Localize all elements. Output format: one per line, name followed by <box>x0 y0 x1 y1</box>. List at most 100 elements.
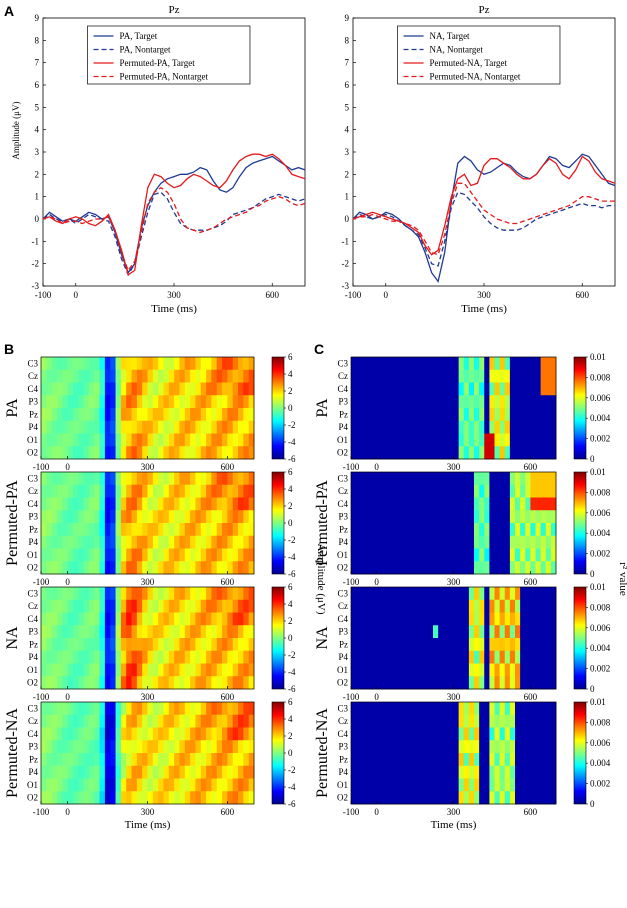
heatmap-cell <box>174 650 180 664</box>
heatmap-cell <box>126 599 132 613</box>
heatmap-cell <box>56 638 63 652</box>
heatmap-cell <box>351 599 357 613</box>
heatmap-cell <box>94 587 100 601</box>
heatmap-cell <box>56 369 63 383</box>
heatmap-cell <box>499 561 506 575</box>
heatmap-cell <box>56 612 63 626</box>
heatmap-cell <box>540 395 547 409</box>
heatmap-cell <box>412 561 419 575</box>
heatmap-cell <box>535 472 542 486</box>
heatmap-cell <box>41 727 47 741</box>
heatmap-cell <box>381 599 388 613</box>
channel-label: C3 <box>27 473 38 483</box>
heatmap-cell <box>468 727 475 741</box>
heatmap-cell <box>163 535 170 549</box>
heatmap-cell <box>168 535 175 549</box>
heatmap-cell <box>458 727 465 741</box>
heatmap-cell <box>422 523 429 537</box>
heatmap-cell <box>530 395 536 409</box>
heatmap-cell <box>174 382 180 396</box>
heatmap-cell <box>51 510 58 524</box>
heatmap-cell <box>131 765 138 779</box>
heatmap-cell <box>525 702 531 716</box>
heatmap-cell <box>238 612 244 626</box>
colorbar-tick-label: 4 <box>288 484 293 494</box>
heatmap-cell <box>110 612 116 626</box>
heatmap-cell <box>509 676 516 690</box>
heatmap-cell <box>443 625 449 639</box>
heatmap-cell <box>499 753 506 767</box>
heatmap-cell <box>520 472 526 486</box>
heatmap-cell <box>479 702 485 716</box>
heatmap-cell <box>179 765 186 779</box>
heatmap-cell <box>136 510 143 524</box>
heatmap-cell <box>545 625 552 639</box>
heatmap-cell <box>147 357 154 371</box>
heatmap-cell <box>51 778 58 792</box>
heatmap-cell <box>356 650 362 664</box>
heatmap-cell <box>147 650 154 664</box>
heatmap-cell <box>78 357 85 371</box>
heatmap-cell <box>238 791 244 805</box>
heatmap-cell <box>94 357 100 371</box>
heatmap-cell <box>216 484 223 498</box>
heatmap-cell <box>417 663 424 677</box>
heatmap-cell <box>438 472 444 486</box>
channel-label: P3 <box>28 627 38 637</box>
heatmap-cell <box>72 382 79 396</box>
heatmap-cell <box>72 535 79 549</box>
heatmap-cell <box>504 472 511 486</box>
heatmap-cell <box>195 357 202 371</box>
heatmap-cell <box>453 676 460 690</box>
heatmap-cell <box>515 395 521 409</box>
heatmap-cell <box>158 587 164 601</box>
heatmap-cell <box>78 791 85 805</box>
heatmap-cell <box>99 357 106 371</box>
heatmap-cell <box>386 369 393 383</box>
heatmap-cell <box>453 382 460 396</box>
heatmap-cell <box>494 727 501 741</box>
heatmap-cell <box>468 599 475 613</box>
heatmap-cell <box>453 740 460 754</box>
heatmap-cell <box>427 778 434 792</box>
heatmap-cell <box>376 676 383 690</box>
heatmap-cell <box>174 446 180 460</box>
heatmap-cell <box>168 791 175 805</box>
heatmap-cell <box>509 599 516 613</box>
heatmap-cell <box>248 625 255 639</box>
heatmap-cell <box>174 663 180 677</box>
heatmap-cell <box>351 727 357 741</box>
heatmap-cell <box>62 369 69 383</box>
heatmap-cell <box>484 663 490 677</box>
heatmap-cell <box>200 650 207 664</box>
heatmap-cell <box>243 612 250 626</box>
heatmap-cell <box>366 408 372 422</box>
heatmap-cell <box>386 433 393 447</box>
heatmap-cell <box>99 753 106 767</box>
heatmap-cell <box>46 765 53 779</box>
heatmap-cell <box>56 472 63 486</box>
heatmap-cell <box>238 535 244 549</box>
x-tick-label: 300 <box>447 462 461 472</box>
heatmap-cell <box>463 676 470 690</box>
heatmap-cell <box>448 587 454 601</box>
heatmap-cell <box>417 765 424 779</box>
heatmap-cell <box>88 446 95 460</box>
heatmap-cell <box>104 497 111 511</box>
heatmap-cell <box>427 395 434 409</box>
heatmap-cell <box>484 369 490 383</box>
heatmap-cell <box>515 446 521 460</box>
heatmap-cell <box>56 625 63 639</box>
heatmap-cell <box>72 599 79 613</box>
heatmap-cell <box>520 484 526 498</box>
heatmap-cell <box>392 395 398 409</box>
heatmap-cell <box>417 535 424 549</box>
heatmap-cell <box>67 548 74 562</box>
heatmap-cell <box>232 791 239 805</box>
heatmap-cell <box>243 408 250 422</box>
heatmap-cell <box>41 523 47 537</box>
heatmap-cell <box>78 535 85 549</box>
heatmap-cell <box>489 420 495 434</box>
heatmap-cell <box>443 395 449 409</box>
